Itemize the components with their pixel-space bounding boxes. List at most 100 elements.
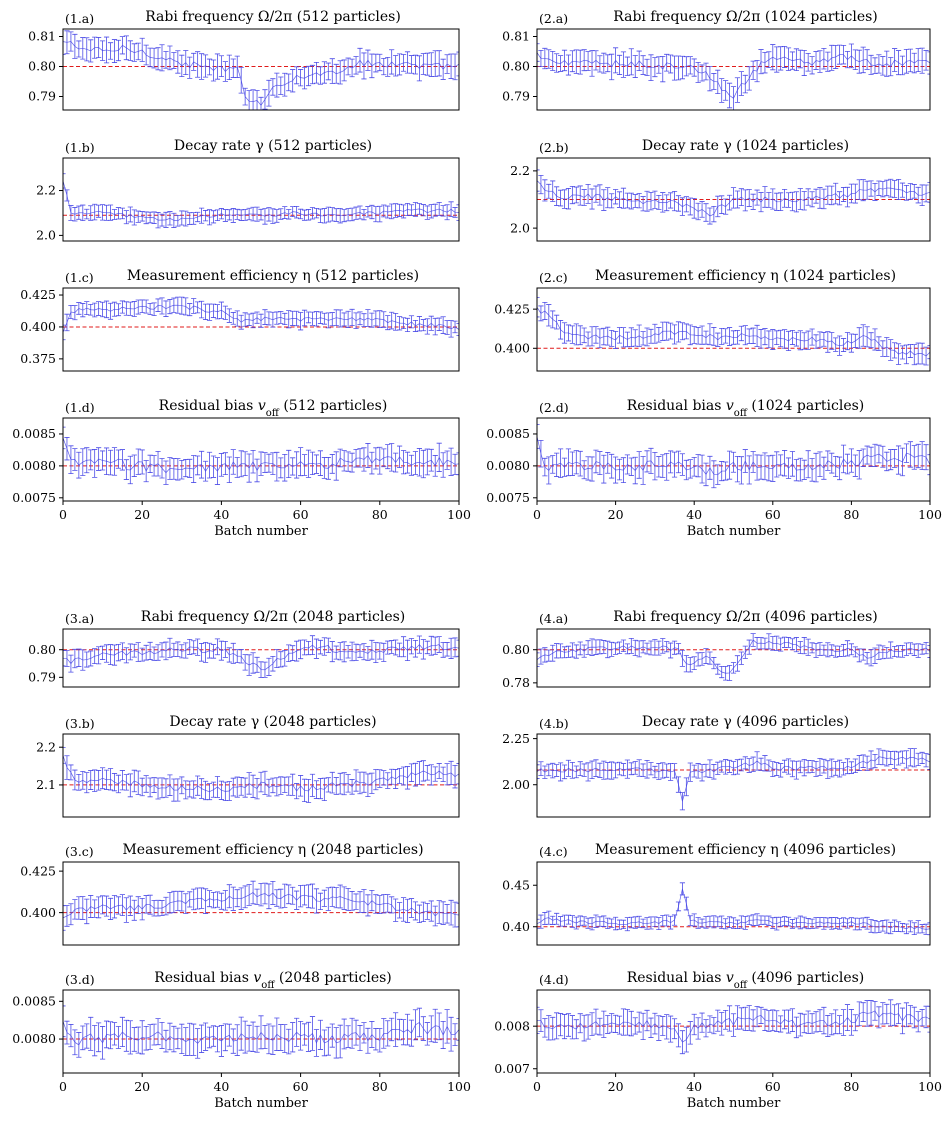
y-tick-label: 2.2: [510, 163, 530, 178]
error-bar: [456, 902, 459, 928]
panel-1-b: 2.0 2.2 (1.b) Decay rate γ (512 particles): [36, 138, 460, 243]
panel-title: Measurement efficiency η (4096 particles…: [595, 842, 896, 858]
axes-frame: [536, 989, 931, 1074]
panel-2-c: 0.400 0.425 (2.c) Measurement efficiency η …: [494, 268, 931, 372]
x-tick-label: 0: [533, 507, 541, 522]
error-bar: [456, 323, 459, 336]
estimate-line: [537, 756, 930, 802]
estimate-line: [537, 180, 930, 217]
panel-title: Measurement efficiency η (1024 particles…: [595, 268, 896, 284]
x-tick-label: 0: [59, 507, 67, 522]
x-axis-label: Batch number: [687, 524, 781, 539]
x-tick-label: 20: [134, 1079, 150, 1094]
y-tick-label: 0.40: [502, 919, 530, 934]
plot-area: [63, 426, 459, 485]
panel-title: Measurement efficiency η (512 particles): [127, 268, 419, 284]
plot-area: [63, 29, 459, 110]
y-tick-label: 0.80: [502, 59, 530, 74]
x-tick-label: 100: [918, 1079, 942, 1094]
plot-area: [63, 173, 459, 229]
panel-tag: (1.d): [65, 400, 95, 415]
panel-title: Decay rate γ (4096 particles): [642, 714, 849, 730]
error-bar: [456, 639, 459, 657]
x-tick-label: 80: [372, 1079, 388, 1094]
y-tick-label: 0.79: [28, 670, 56, 685]
panel-tag: (2.c): [539, 270, 568, 285]
error-bar: [456, 51, 459, 77]
panel-title: Decay rate γ (512 particles): [174, 138, 372, 154]
panel-1-a: 0.79 0.80 0.81 (1.a) Rabi frequency Ω/2π (51…: [28, 9, 460, 111]
y-tick-label: 0.425: [20, 863, 56, 878]
y-tick-label: 0.375: [20, 351, 56, 366]
plot-area: [63, 296, 459, 341]
x-tick-label: 80: [372, 507, 388, 522]
x-tick-label: 100: [447, 1079, 471, 1094]
estimate-line: [537, 1010, 930, 1043]
panel-2-a: 0.79 0.80 0.81 (2.a) Rabi frequency Ω/2π (10…: [502, 9, 931, 111]
error-bar: [537, 764, 540, 779]
plot-area: [537, 169, 930, 225]
x-tick-label: 80: [843, 1079, 859, 1094]
x-tick-label: 60: [765, 507, 781, 522]
error-bar: [537, 169, 540, 192]
x-tick-label: 40: [686, 1079, 702, 1094]
error-bar: [927, 345, 930, 360]
panel-tag: (2.a): [539, 11, 568, 26]
panel-tag: (4.b): [539, 716, 569, 731]
x-axis-label: Batch number: [214, 1096, 308, 1111]
panel-tag: (3.b): [65, 716, 95, 731]
estimate-line: [537, 306, 930, 357]
panel-title: Rabi frequency Ω/2π (512 particles): [145, 9, 401, 25]
y-tick-label: 0.0075: [12, 490, 56, 505]
y-tick-label: 0.0080: [12, 1031, 56, 1046]
error-bar: [927, 51, 930, 75]
y-tick-label: 0.0080: [12, 458, 56, 473]
axes-frame: [62, 733, 460, 818]
error-bar: [927, 181, 930, 203]
panel-tag: (4.c): [539, 844, 568, 859]
panel-tag: (3.c): [65, 844, 94, 859]
panel-tag: (2.d): [539, 400, 569, 415]
y-tick-label: 0.80: [28, 642, 56, 657]
estimate-line: [63, 180, 459, 222]
panel-tag: (4.d): [539, 972, 569, 987]
axes-frame: [536, 733, 931, 818]
x-tick-label: 60: [765, 1079, 781, 1094]
panel-3-b: 2.1 2.2 (3.b) Decay rate γ (2048 particles): [36, 714, 460, 818]
y-tick-label: 2.00: [502, 777, 530, 792]
x-axis-label: Batch number: [214, 524, 308, 539]
panel-3-a: 0.79 0.80 (3.a) Rabi frequency Ω/2π (2048 p…: [28, 609, 460, 688]
plot-area: [537, 882, 930, 936]
panel-title: Rabi frequency Ω/2π (1024 particles): [613, 9, 878, 25]
y-tick-label: 2.0: [510, 220, 530, 235]
estimate-line: [537, 639, 930, 674]
estimate-line: [537, 52, 930, 99]
panel-tag: (3.d): [65, 972, 95, 987]
estimate-line: [63, 755, 459, 793]
axes-frame: [62, 287, 460, 372]
x-tick-label: 0: [59, 1079, 67, 1094]
y-tick-label: 2.2: [36, 739, 56, 754]
axes-frame: [536, 287, 931, 372]
y-tick-label: 0.008: [494, 1018, 530, 1033]
panel-title: Residual bias voff (1024 particles): [627, 398, 865, 419]
error-bar: [456, 452, 459, 476]
x-tick-label: 100: [447, 507, 471, 522]
y-tick-label: 0.007: [494, 1061, 530, 1076]
y-tick-label: 2.0: [36, 228, 56, 243]
y-tick-label: 0.400: [20, 905, 56, 920]
panel-4-c: 0.40 0.45 (4.c) Measurement efficiency η (4…: [502, 842, 931, 946]
panel-tag: (1.c): [65, 270, 94, 285]
error-bar: [927, 922, 930, 936]
error-bar: [537, 424, 540, 449]
error-bar: [63, 1005, 66, 1038]
panel-3-c: 0.400 0.425 (3.c) Measurement efficiency η …: [20, 842, 460, 946]
x-tick-label: 0: [533, 1079, 541, 1094]
panel-tag: (2.b): [539, 140, 569, 155]
axes-frame: [536, 861, 931, 946]
panel-title: Decay rate γ (1024 particles): [642, 138, 849, 154]
panel-1-d: 0.0075 0.0080 0.0085 0 20 40 60 80 100 Batch numb…: [12, 398, 471, 539]
x-tick-label: 40: [213, 507, 229, 522]
axes-frame: [536, 157, 931, 242]
